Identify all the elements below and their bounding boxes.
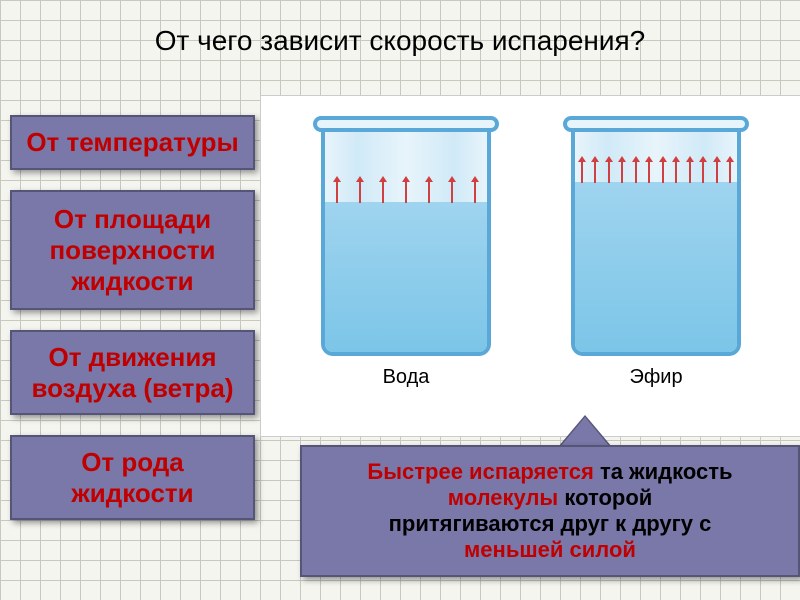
arrow-icon xyxy=(716,161,718,183)
factor-box-0: От температуры xyxy=(10,115,255,170)
arrow-icon xyxy=(405,181,407,203)
beaker-label: Эфир xyxy=(571,366,741,389)
arrow-icon xyxy=(336,181,338,203)
arrow-icon xyxy=(635,161,637,183)
beaker-1: Эфир xyxy=(571,126,741,389)
callout-segment: которой xyxy=(564,485,652,510)
callout-segment: меньшей силой xyxy=(464,537,636,562)
evaporation-arrows xyxy=(575,161,737,183)
arrow-icon xyxy=(594,161,596,183)
arrow-icon xyxy=(648,161,650,183)
callout-tail xyxy=(560,417,610,447)
callout-segment: та жидкость xyxy=(600,459,733,484)
liquid-fill xyxy=(575,182,737,352)
callout-segment: молекулы xyxy=(448,485,565,510)
page-title: От чего зависит скорость испарения? xyxy=(0,25,800,57)
arrow-icon xyxy=(675,161,677,183)
diagram-area: Вода Эфир xyxy=(260,95,800,437)
beaker-lip xyxy=(313,116,499,132)
arrow-icon xyxy=(689,161,691,183)
arrow-icon xyxy=(621,161,623,183)
factor-box-2: От движения воздуха (ветра) xyxy=(10,330,255,415)
arrow-icon xyxy=(428,181,430,203)
arrow-icon xyxy=(702,161,704,183)
beaker-lip xyxy=(563,116,749,132)
callout-segment: притягиваются xyxy=(389,511,561,536)
arrow-icon xyxy=(729,161,731,183)
liquid-fill xyxy=(325,202,487,352)
explanation-callout: Быстрее испаряется та жидкость молекулы к… xyxy=(300,445,800,577)
evaporation-arrows xyxy=(325,181,487,203)
arrow-icon xyxy=(581,161,583,183)
beaker-glass xyxy=(571,126,741,356)
callout-segment: Быстрее испаряется xyxy=(367,459,600,484)
arrow-icon xyxy=(474,181,476,203)
callout-segment: друг к другу с xyxy=(561,511,712,536)
beaker-glass xyxy=(321,126,491,356)
arrow-icon xyxy=(382,181,384,203)
arrow-icon xyxy=(451,181,453,203)
beaker-0: Вода xyxy=(321,126,491,389)
factor-box-1: От площади поверхности жидкости xyxy=(10,190,255,310)
arrow-icon xyxy=(359,181,361,203)
beaker-label: Вода xyxy=(321,366,491,389)
factor-box-3: От рода жидкости xyxy=(10,435,255,520)
arrow-icon xyxy=(608,161,610,183)
arrow-icon xyxy=(662,161,664,183)
